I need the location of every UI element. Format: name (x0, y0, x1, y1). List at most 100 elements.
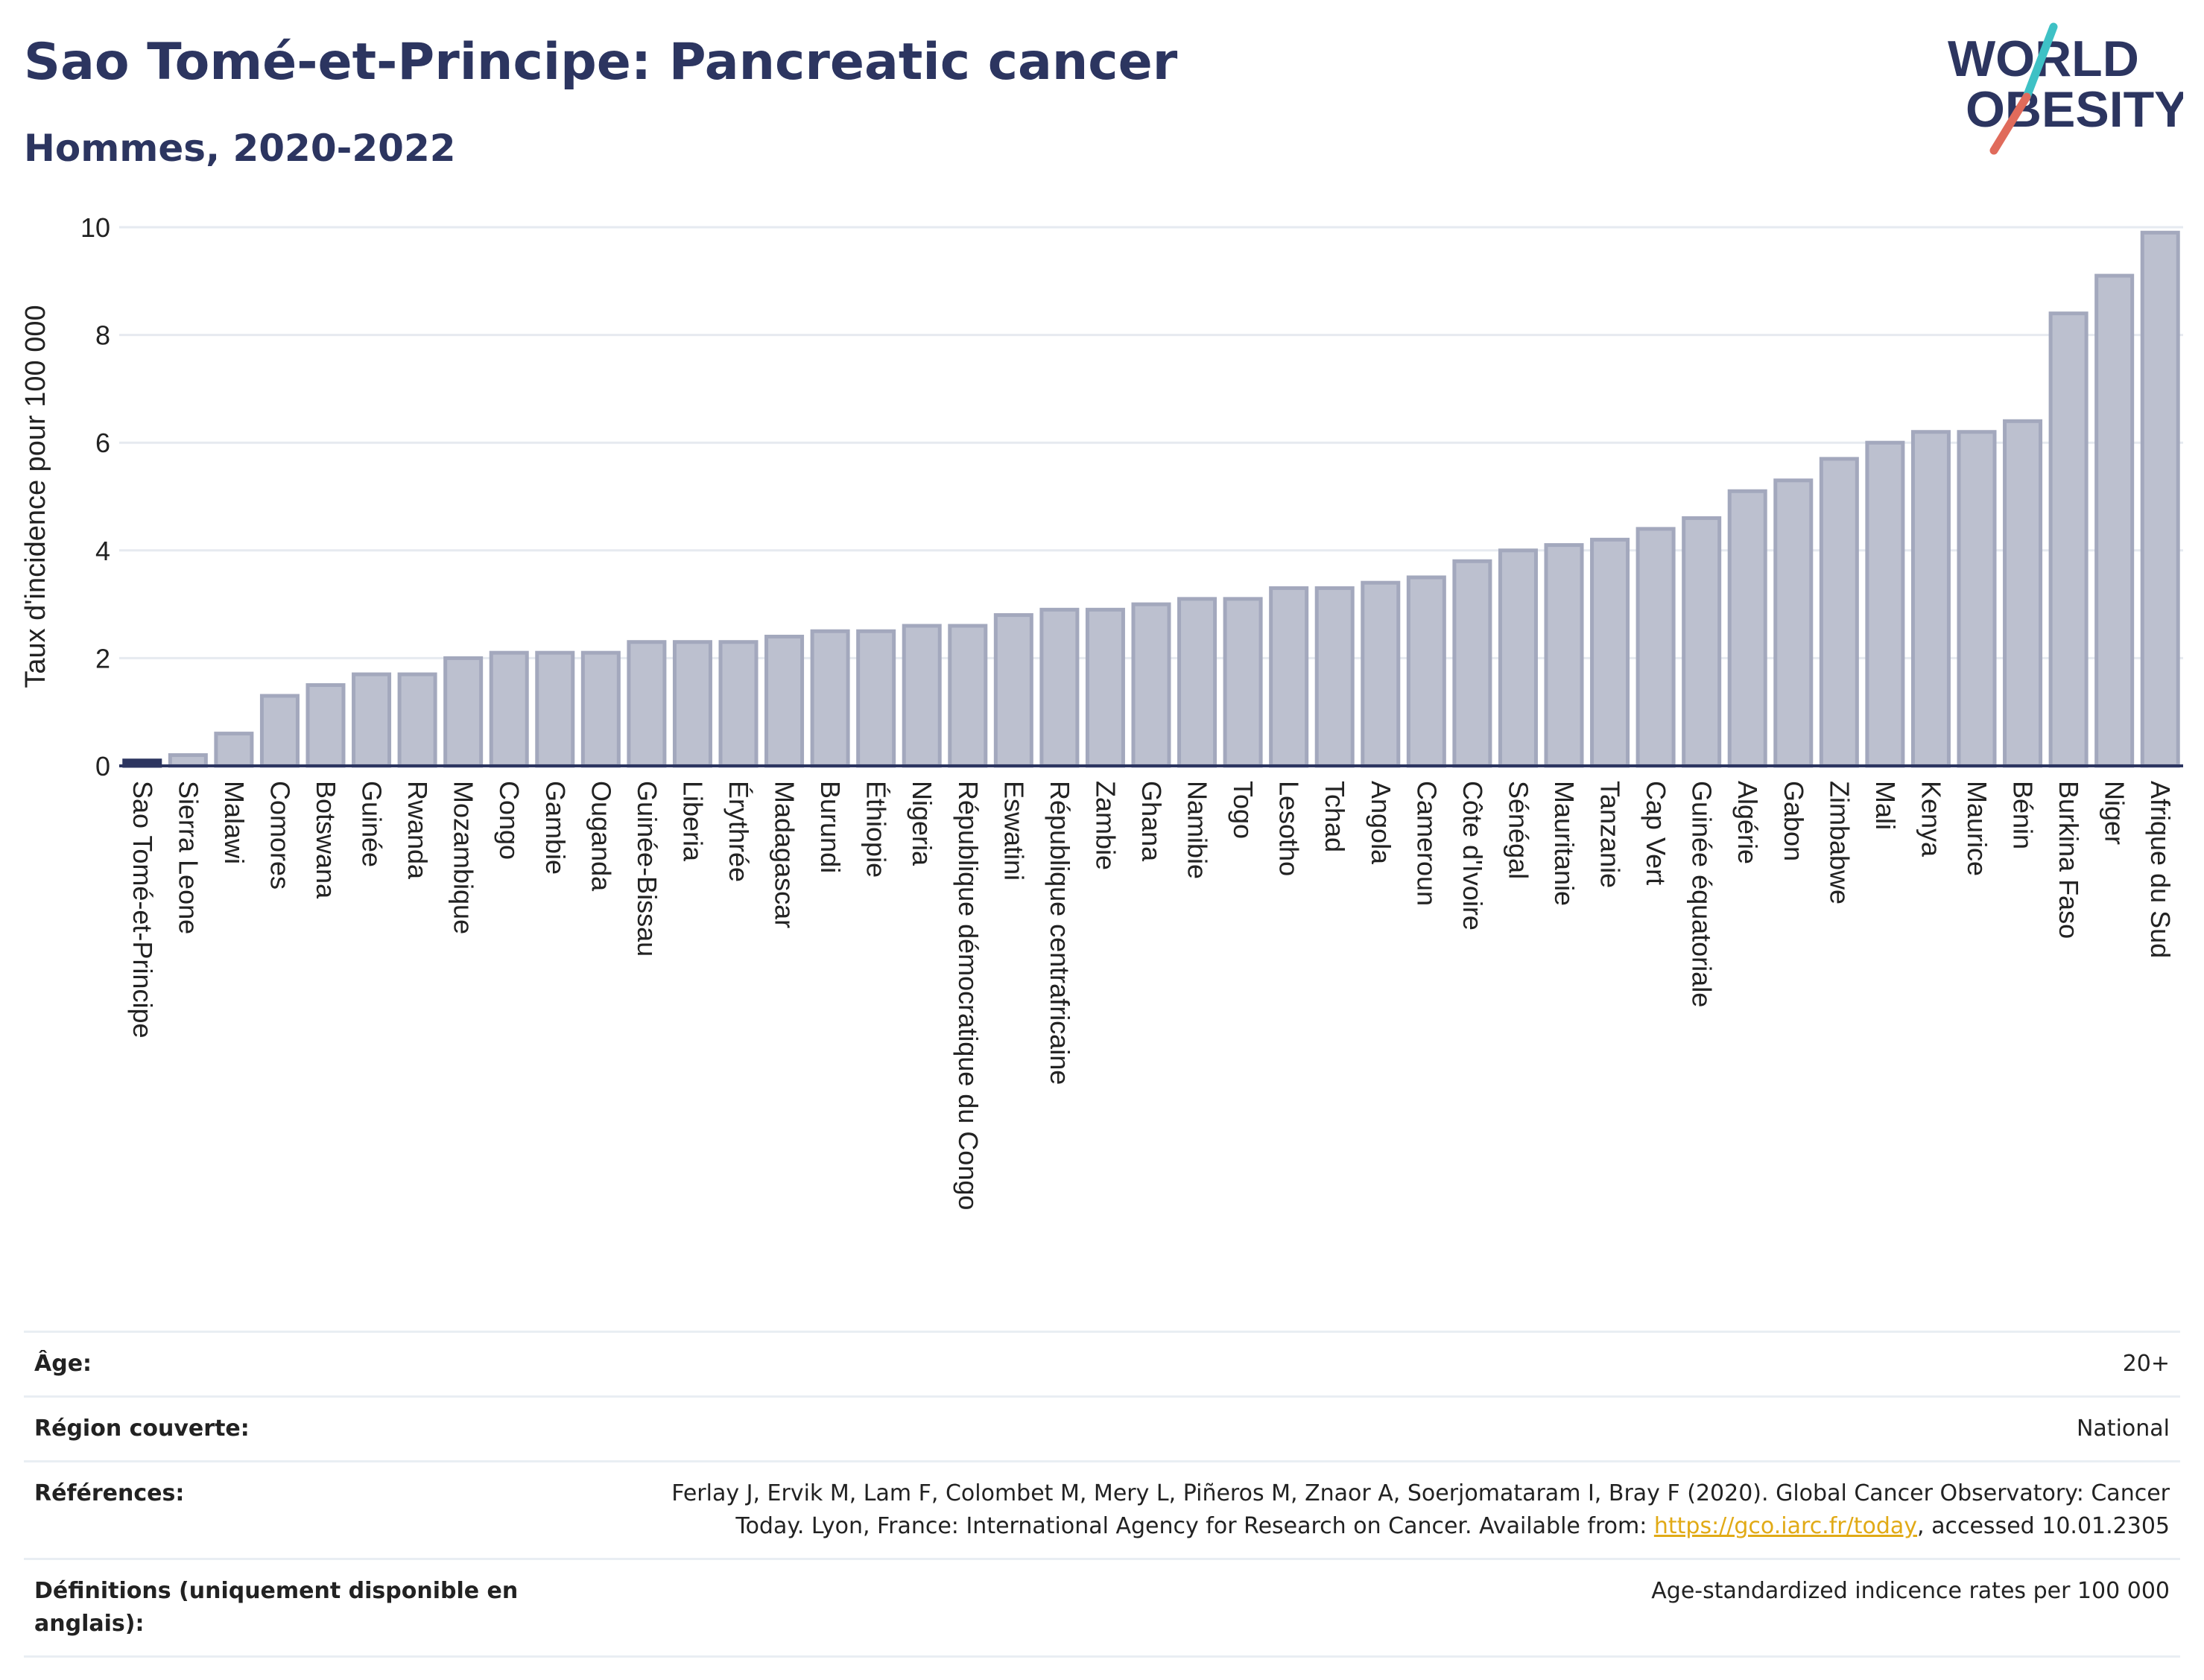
y-tick-label: 6 (95, 428, 110, 458)
bar-namibie (1177, 597, 1217, 768)
meta-label-definitions: Définitions (uniquement disponible en an… (34, 1578, 519, 1637)
meta-value-age: 20+ (2122, 1351, 2170, 1377)
logo-slash-teal (2022, 22, 2058, 101)
bar-ghana (1131, 602, 1171, 768)
x-tick-label: Rwanda (402, 781, 433, 880)
bar-c-te-d-ivoire (1452, 559, 1492, 768)
bar-alg-rie (1727, 489, 1767, 768)
bar-burkina-faso (2048, 311, 2089, 768)
bar-chart: 0 2 4 6 8 10 Sao Tomé-et-Principe Sierra Leone… (20, 212, 2183, 1210)
bar-mozambique (443, 656, 484, 768)
x-tick-labels: Sao Tomé-et-Principe Sierra Leone Malawi Co… (127, 781, 2176, 1210)
logo-text-obesity: OBESITY (1966, 81, 2183, 138)
reference-text: Today. Lyon, France: International Agenc… (735, 1513, 1654, 1539)
x-tick-label: Botswana (311, 781, 341, 899)
x-tick-label: Eswatini (998, 781, 1029, 881)
x-tick-label: Niger (2100, 781, 2130, 845)
reference-line-1: Ferlay J, Ervik M, Lam F, Colombet M, Me… (671, 1480, 2170, 1506)
bar-cap-vert (1635, 527, 1676, 768)
world-obesity-logo: WORLD OBESITY (1948, 22, 2183, 155)
x-tick-label: Cameroun (1411, 781, 1442, 906)
bar-liberia (672, 640, 712, 768)
bar--rythr-e (718, 640, 759, 768)
meta-label-references: Références: (34, 1480, 185, 1506)
x-tick-label: Madagascar (770, 781, 800, 928)
bar-r-publique-d-mocratique-du-congo (948, 624, 988, 768)
x-tick-label: Sénégal (1503, 781, 1533, 879)
x-tick-label: Côte d'Ivoire (1457, 781, 1488, 931)
meta-label-region: Région couverte: (34, 1416, 250, 1442)
x-tick-label: Tchad (1320, 781, 1350, 852)
bar-congo (489, 650, 529, 768)
x-tick-label: Zimbabwe (1824, 781, 1855, 904)
x-tick-label: Lesotho (1274, 781, 1305, 876)
bar-gambie (535, 650, 575, 768)
reference-accessed: , accessed 10.01.2305 (1917, 1513, 2170, 1539)
x-tick-label: Liberia (677, 781, 708, 862)
x-tick-label: Togo (1228, 781, 1258, 839)
x-tick-label: Kenya (1916, 781, 1946, 858)
bar-guin-e-bissau (627, 640, 667, 768)
bar-tchad (1314, 586, 1355, 768)
x-tick-label: Guinée-Bissau (632, 781, 662, 957)
meta-value-region: National (2076, 1416, 2170, 1442)
reference-link[interactable]: https://gco.iarc.fr/today (1653, 1513, 1918, 1539)
x-tick-label: Mauritanie (1549, 781, 1580, 906)
bar-nigeria (902, 624, 942, 768)
x-tick-label: Comores (265, 781, 295, 890)
bar-madagascar (764, 634, 805, 768)
x-tick-label: République démocratique du Congo (953, 781, 984, 1210)
y-tick-label: 8 (95, 320, 110, 351)
bar-malawi (214, 732, 254, 768)
metadata-table: Âge: 20+ Région couverte: National Référ… (24, 1331, 2180, 1658)
bar-guin-e (352, 672, 392, 768)
x-tick-label: République centrafricaine (1045, 781, 1075, 1085)
bar-niger (2094, 273, 2135, 768)
bar-burundi (810, 629, 850, 768)
bar-sierra-leone (168, 753, 208, 768)
bar-cameroun (1406, 575, 1446, 768)
meta-value-references: Ferlay J, Ervik M, Lam F, Colombet M, Me… (541, 1477, 2170, 1543)
x-tick-label: Algérie (1732, 781, 1763, 864)
meta-value-definitions: Age-standardized indicence rates per 100… (1651, 1578, 2170, 1604)
bar-angola (1361, 580, 1401, 768)
x-tick-label: Nigeria (907, 781, 937, 866)
bar-afrique-du-sud (2140, 230, 2180, 768)
x-tick-label: Cap Vert (1641, 781, 1671, 885)
x-tick-label: Gabon (1779, 781, 1809, 861)
y-tick-label: 2 (95, 643, 110, 673)
bar-togo (1223, 597, 1263, 768)
y-tick-label: 4 (95, 536, 110, 566)
y-tick-labels: 0 2 4 6 8 10 (80, 212, 110, 782)
bar-tanzanie (1590, 537, 1630, 768)
meta-row-region: Région couverte: National (24, 1395, 2180, 1460)
x-tick-label: Burundi (815, 781, 846, 873)
x-tick-label: Gambie (540, 781, 571, 875)
bar-b-nin (2003, 419, 2043, 768)
x-tick-label: Ouganda (586, 781, 616, 892)
x-tick-label: Éthiopie (861, 781, 892, 878)
x-tick-label: Sao Tomé-et-Principe (127, 781, 158, 1039)
x-tick-label: Malawi (219, 781, 250, 864)
x-tick-label: Zambie (1090, 781, 1121, 870)
x-tick-label: Congo (494, 781, 525, 860)
y-tick-label: 0 (95, 751, 110, 782)
x-tick-label: Angola (1366, 781, 1396, 865)
x-tick-label: Burkina Faso (2053, 781, 2084, 939)
bar-kenya (1910, 430, 1951, 768)
x-tick-label: Bénin (2008, 781, 2039, 849)
x-tick-label: Guinée (357, 781, 387, 867)
page-subtitle: Hommes, 2020-2022 (24, 127, 456, 170)
bar-gabon (1773, 478, 1814, 768)
x-tick-label: Mozambique (449, 781, 479, 934)
x-tick-label: Maurice (1962, 781, 1992, 876)
y-tick-label: 10 (80, 212, 110, 243)
x-tick-label: Sierra Leone (173, 781, 203, 934)
x-tick-label: Mali (1870, 781, 1901, 830)
meta-row-references: Références: Ferlay J, Ervik M, Lam F, Co… (24, 1460, 2180, 1558)
bar-ouganda (580, 650, 621, 768)
bar-s-n-gal (1498, 548, 1538, 768)
bar-rwanda (397, 672, 437, 768)
logo-slash-red (1989, 92, 2031, 155)
bar-zimbabwe (1819, 457, 1859, 768)
